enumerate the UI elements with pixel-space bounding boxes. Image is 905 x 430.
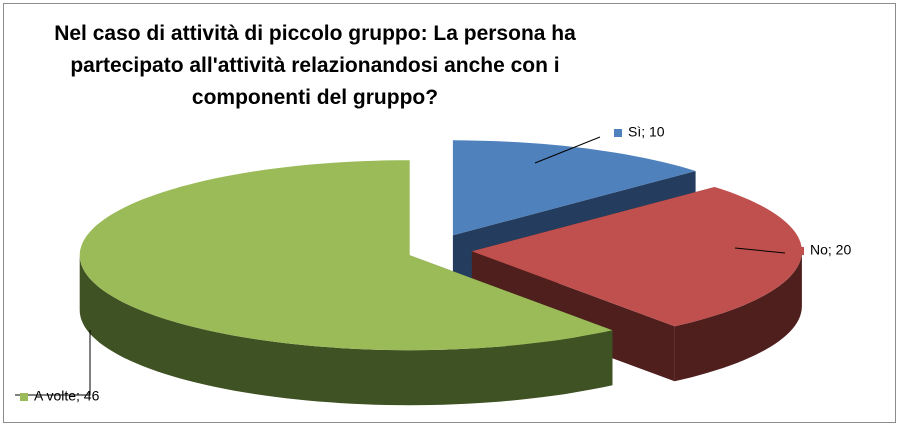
- pie-slice: [79, 160, 613, 406]
- label-key: [614, 129, 622, 137]
- data-label: No; 20: [810, 242, 851, 258]
- leader-line: [734, 247, 786, 254]
- leader-line: [15, 330, 91, 396]
- slice-top: [452, 140, 696, 236]
- data-label: Sì; 10: [628, 124, 665, 140]
- label-key: [796, 247, 804, 255]
- slice-top: [79, 160, 613, 351]
- slice-top: [471, 187, 802, 327]
- label-key: [20, 393, 28, 401]
- data-label: A volte; 46: [34, 388, 100, 404]
- slice-outer-side: [674, 251, 802, 382]
- leader-line: [534, 136, 601, 164]
- slice-outer-side: [79, 255, 613, 406]
- chart-border: [3, 3, 896, 423]
- chart-title: Nel caso di attività di piccolo gruppo: …: [54, 22, 576, 109]
